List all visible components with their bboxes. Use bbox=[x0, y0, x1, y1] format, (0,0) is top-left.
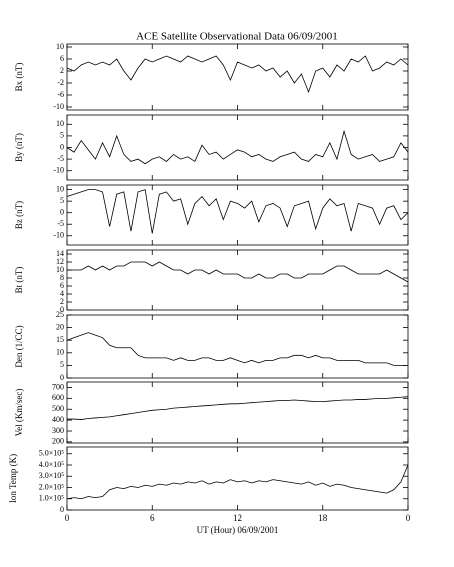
y-tick-label: 5 bbox=[60, 131, 64, 140]
y-tick-label: 0 bbox=[60, 305, 64, 314]
y-axis-label: Ion Temp (K) bbox=[8, 454, 18, 503]
chart-title: ACE Satellite Observational Data 06/09/2… bbox=[136, 31, 338, 43]
y-tick-label: 10 bbox=[56, 119, 64, 128]
y-tick-label: 12 bbox=[56, 257, 64, 266]
y-tick-label: 0 bbox=[60, 373, 64, 382]
x-tick-label: 6 bbox=[150, 513, 155, 523]
data-line bbox=[66, 55, 409, 94]
y-tick-label: -2 bbox=[57, 78, 64, 87]
y-tick-label: 200 bbox=[52, 437, 64, 446]
x-axis-label: UT (Hour) 06/09/2001 bbox=[197, 525, 279, 535]
y-tick-label: 5 bbox=[60, 360, 64, 369]
y-tick-label: 6 bbox=[60, 281, 64, 290]
y-tick-label: 0 bbox=[60, 505, 64, 514]
data-line bbox=[66, 129, 409, 165]
y-axis-label: Bz (nT) bbox=[14, 201, 24, 229]
y-tick-label: 14 bbox=[56, 249, 64, 258]
y-axis-label: Bx (nT) bbox=[14, 63, 24, 92]
y-tick-label: 2.0×10⁵ bbox=[39, 482, 65, 491]
x-tick-label: 0 bbox=[65, 513, 70, 523]
y-tick-label: -6 bbox=[57, 90, 64, 99]
y-tick-label: 500 bbox=[52, 404, 64, 413]
y-tick-label: 10 bbox=[56, 42, 64, 51]
y-tick-label: -10 bbox=[53, 102, 64, 111]
y-tick-label: -10 bbox=[53, 166, 64, 175]
y-tick-label: 700 bbox=[52, 382, 64, 391]
y-tick-label: 3.0×10⁵ bbox=[39, 471, 65, 480]
y-tick-label: -5 bbox=[57, 219, 64, 228]
x-tick-label: 0 bbox=[406, 513, 411, 523]
y-axis-label: Bt (nT) bbox=[14, 267, 24, 294]
data-line bbox=[66, 189, 409, 234]
y-tick-label: 10 bbox=[56, 265, 64, 274]
y-tick-label: 400 bbox=[52, 415, 64, 424]
y-axis-label: Vel (Km/sec) bbox=[14, 389, 24, 437]
y-tick-label: -5 bbox=[57, 154, 64, 163]
y-tick-label: 5.0×10⁵ bbox=[39, 449, 65, 458]
y-tick-label: 0 bbox=[60, 142, 64, 151]
y-tick-label: 4 bbox=[60, 289, 64, 298]
y-tick-label: 10 bbox=[56, 184, 64, 193]
y-tick-label: 8 bbox=[60, 273, 64, 282]
y-tick-label: -10 bbox=[53, 231, 64, 240]
y-axis-label: By (nT) bbox=[14, 133, 24, 162]
x-tick-label: 12 bbox=[233, 513, 242, 523]
y-tick-label: 300 bbox=[52, 426, 64, 435]
y-tick-label: 2 bbox=[60, 66, 64, 75]
data-line bbox=[66, 332, 408, 366]
y-tick-label: 600 bbox=[52, 393, 64, 402]
y-tick-label: 20 bbox=[56, 322, 64, 331]
y-tick-label: 4.0×10⁵ bbox=[39, 460, 65, 469]
y-tick-label: 5 bbox=[60, 196, 64, 205]
data-line bbox=[67, 396, 409, 420]
y-tick-label: 2 bbox=[60, 297, 64, 306]
y-tick-label: 15 bbox=[56, 335, 64, 344]
x-tick-label: 18 bbox=[318, 513, 328, 523]
data-line bbox=[67, 261, 409, 283]
y-axis-label: Den (1/CC) bbox=[14, 325, 24, 367]
y-tick-label: 10 bbox=[56, 348, 64, 357]
y-tick-label: 1.0×10⁵ bbox=[39, 494, 65, 503]
y-tick-label: 25 bbox=[56, 310, 64, 319]
y-tick-label: 6 bbox=[60, 54, 64, 63]
data-line bbox=[66, 464, 409, 500]
y-tick-label: 0 bbox=[60, 208, 64, 217]
